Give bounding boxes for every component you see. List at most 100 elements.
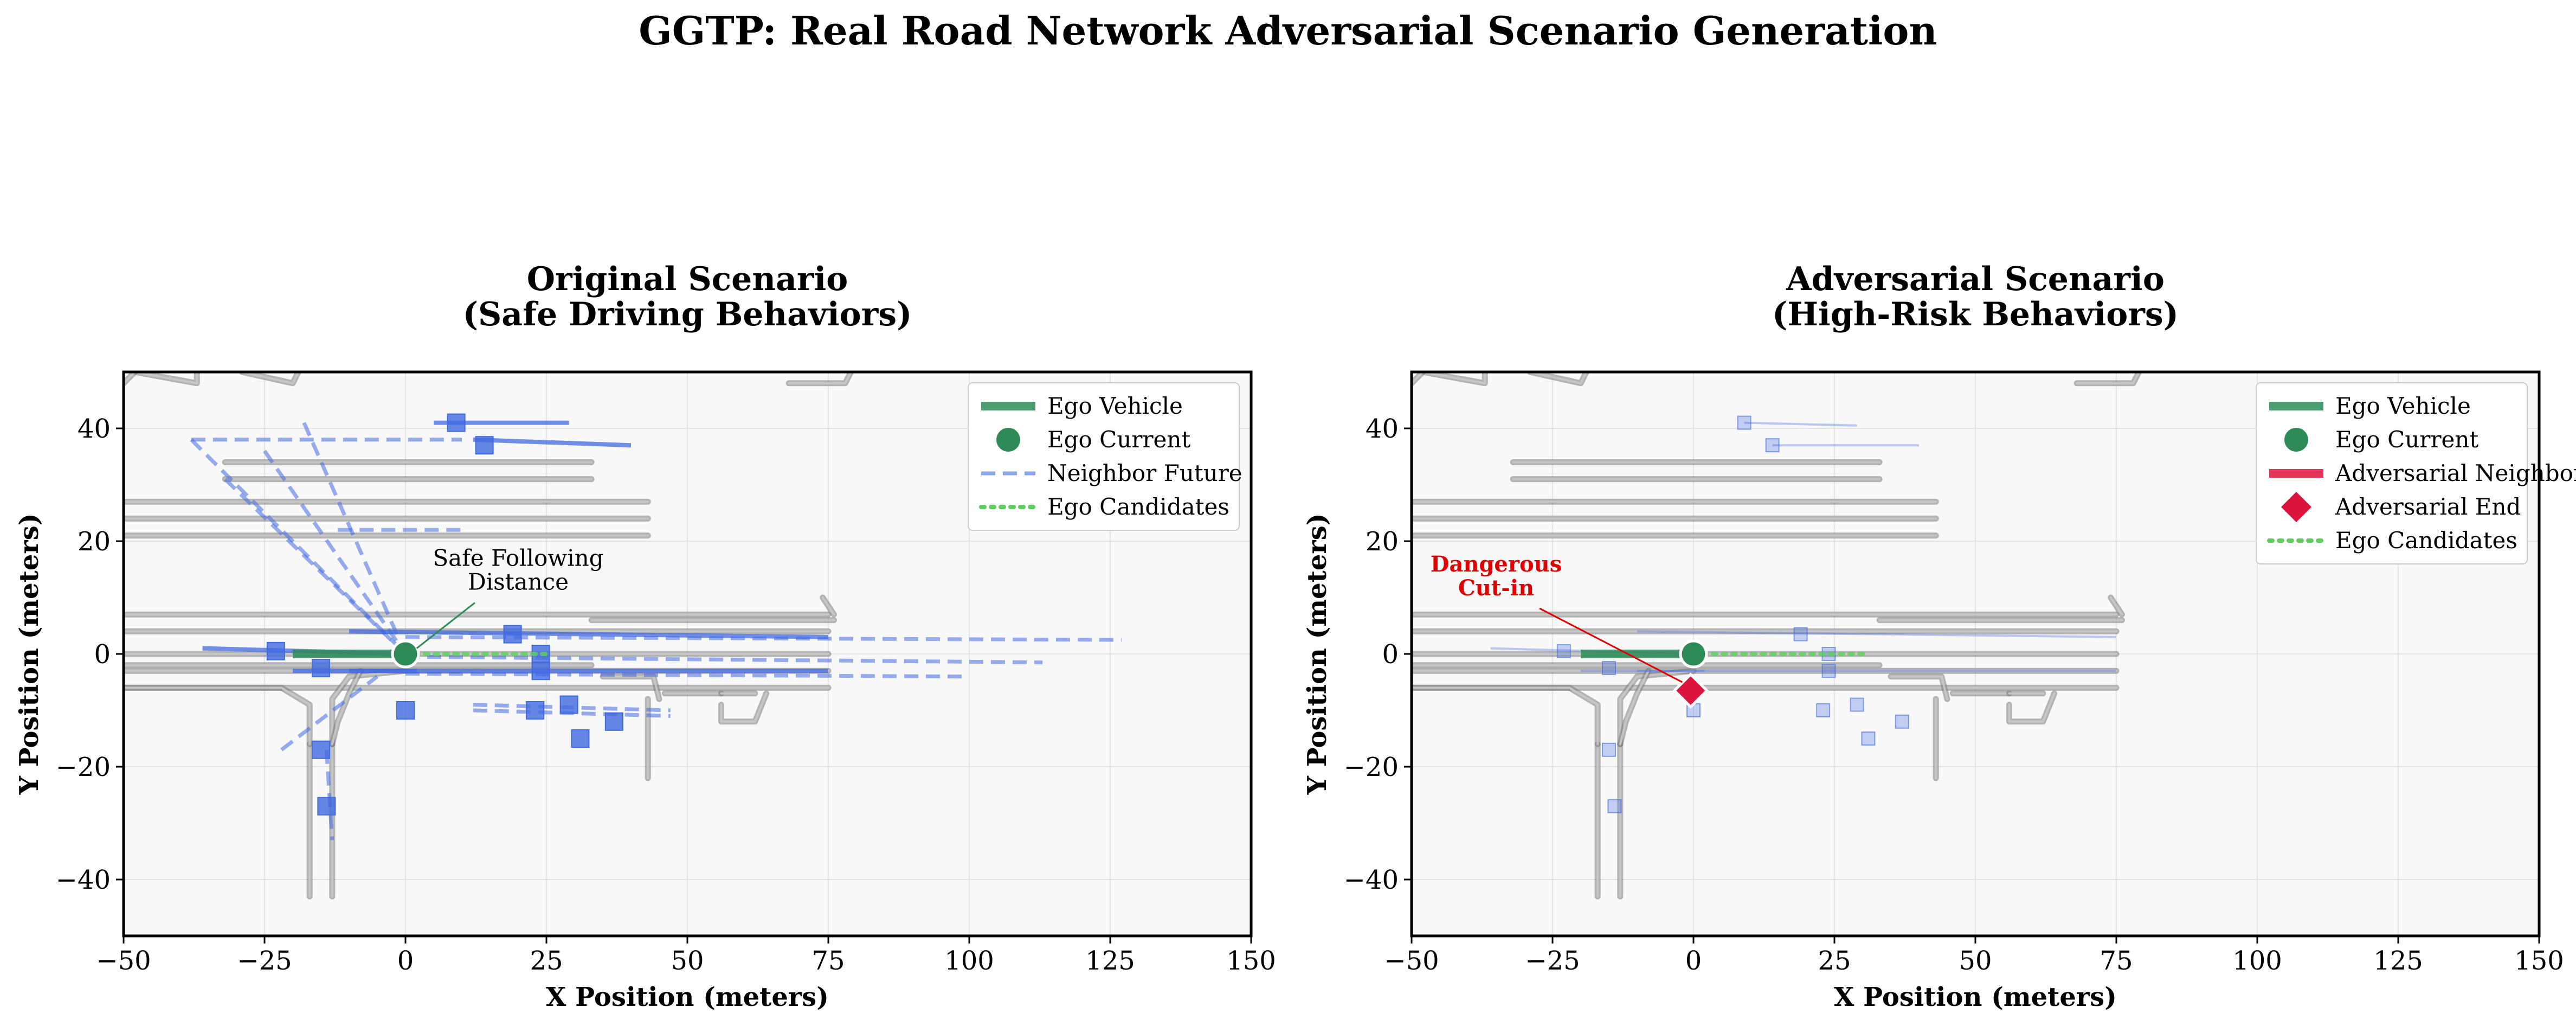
y-tick-label: −40 xyxy=(56,865,111,895)
road-center xyxy=(2008,692,2056,723)
neighbor-marker xyxy=(1737,415,1751,430)
legend-label: Ego Vehicle xyxy=(1047,393,1183,419)
neighbor-marker xyxy=(1765,438,1780,453)
neighbor-marker xyxy=(1793,627,1808,641)
x-tick-label: 100 xyxy=(944,946,994,976)
neighbor-future-line xyxy=(324,749,334,840)
annotation-text-line1: Dangerous xyxy=(1431,551,1562,577)
road-center xyxy=(1421,372,1486,384)
x-tick-label: 125 xyxy=(2373,946,2423,976)
panel-original: Original Scenario (Safe Driving Behavior… xyxy=(14,260,1276,1012)
neighbor-future-line xyxy=(405,635,1122,642)
x-tick-label: 25 xyxy=(1818,946,1851,976)
road-center xyxy=(1412,372,1424,384)
x-tick-label: −25 xyxy=(1525,946,1580,976)
neighbor-marker xyxy=(317,797,336,816)
x-tick-label: 100 xyxy=(2232,946,2282,976)
legend-swatch-circle xyxy=(2284,428,2308,452)
plot-inner xyxy=(124,372,1251,936)
neighbor-history-line xyxy=(1637,630,2117,638)
road-center xyxy=(124,686,311,746)
x-tick-label: 0 xyxy=(397,946,414,976)
road-center xyxy=(2109,596,2123,616)
panel-title-line1: Adversarial Scenario xyxy=(1786,260,2165,298)
y-tick-label: 40 xyxy=(78,414,111,444)
panel-adversarial: Adversarial Scenario (High-Risk Behavior… xyxy=(1302,260,2576,1012)
neighbor-marker xyxy=(1895,714,1909,729)
legend-label: Neighbor Future xyxy=(1047,460,1242,486)
x-axis-label: X Position (meters) xyxy=(1834,982,2117,1012)
y-tick-label: 20 xyxy=(78,527,111,557)
neighbor-future-line xyxy=(405,671,964,679)
neighbor-marker xyxy=(312,659,330,677)
legend-box xyxy=(2256,382,2528,564)
annotation-text-line2: Distance xyxy=(468,569,569,595)
panel-title-line2: (High-Risk Behaviors) xyxy=(1772,296,2179,333)
y-tick-label: 0 xyxy=(94,639,111,670)
neighbor-marker xyxy=(312,740,330,759)
neighbor-marker xyxy=(1850,697,1864,712)
y-tick-label: −20 xyxy=(1344,752,1399,782)
x-tick-label: 125 xyxy=(1085,946,1135,976)
y-axis-label: Y Position (meters) xyxy=(14,514,44,795)
neighbor-future-line xyxy=(263,450,407,655)
road-center xyxy=(2076,372,2140,384)
road-center xyxy=(133,372,198,384)
neighbor-marker xyxy=(1556,644,1571,658)
neighbor-marker xyxy=(1821,664,1836,678)
adversarial-end-marker xyxy=(1672,672,1709,709)
ego-current-marker xyxy=(391,639,420,669)
y-tick-label: 0 xyxy=(1382,639,1399,670)
annotation-text-line1: Safe Following xyxy=(433,545,603,572)
neighbor-marker xyxy=(1602,742,1616,757)
x-tick-label: −50 xyxy=(96,946,151,976)
road-center xyxy=(788,372,852,384)
road-center xyxy=(1412,686,1599,746)
x-tick-label: 25 xyxy=(530,946,563,976)
legend-swatch-diamond xyxy=(2281,492,2311,522)
neighbor-marker xyxy=(266,641,285,660)
road-center xyxy=(1529,372,1588,384)
x-tick-label: 0 xyxy=(1685,946,1702,976)
figure-title: GGTP: Real Road Network Adversarial Scen… xyxy=(639,8,1937,54)
road-center xyxy=(241,372,300,384)
x-tick-label: −50 xyxy=(1384,946,1439,976)
legend-label: Ego Candidates xyxy=(2335,527,2517,554)
y-tick-label: 40 xyxy=(1366,414,1399,444)
annotation-text-line2: Cut-in xyxy=(1458,575,1534,601)
neighbor-marker xyxy=(396,701,415,720)
neighbor-history-line xyxy=(473,437,632,448)
road-center xyxy=(1619,670,1650,746)
x-tick-label: 75 xyxy=(2100,946,2133,976)
legend-label: Ego Candidates xyxy=(1047,493,1229,520)
x-tick-label: 150 xyxy=(1226,946,1276,976)
neighbor-future-line xyxy=(280,675,379,752)
neighbor-marker xyxy=(447,413,466,432)
ego-current-marker xyxy=(1679,639,1708,669)
road-center xyxy=(331,670,407,746)
legend-label: Adversarial End xyxy=(2335,493,2521,520)
legend-label: Adversarial Neighbor xyxy=(2335,460,2576,486)
neighbor-marker xyxy=(1861,731,1876,746)
y-tick-label: −20 xyxy=(56,752,111,782)
y-axis-label: Y Position (meters) xyxy=(1302,514,1332,795)
x-tick-label: 50 xyxy=(1959,946,1992,976)
neighbor-future-line xyxy=(405,654,1043,665)
neighbor-history-line xyxy=(1744,421,1857,427)
legend-label: Ego Vehicle xyxy=(2335,393,2471,419)
annotation-arrow xyxy=(1539,607,1683,683)
x-tick-label: 150 xyxy=(2514,946,2564,976)
legend-swatch-circle xyxy=(996,428,1020,452)
road-center xyxy=(821,596,835,616)
road-center xyxy=(1890,675,1948,701)
neighbor-marker xyxy=(503,625,522,644)
x-tick-label: 75 xyxy=(812,946,845,976)
road-center xyxy=(720,692,768,723)
panel-title-line1: Original Scenario xyxy=(527,260,848,298)
y-tick-label: −40 xyxy=(1344,865,1399,895)
road-center xyxy=(124,372,136,384)
legend-label: Ego Current xyxy=(1047,426,1190,453)
neighbor-marker xyxy=(531,662,550,681)
